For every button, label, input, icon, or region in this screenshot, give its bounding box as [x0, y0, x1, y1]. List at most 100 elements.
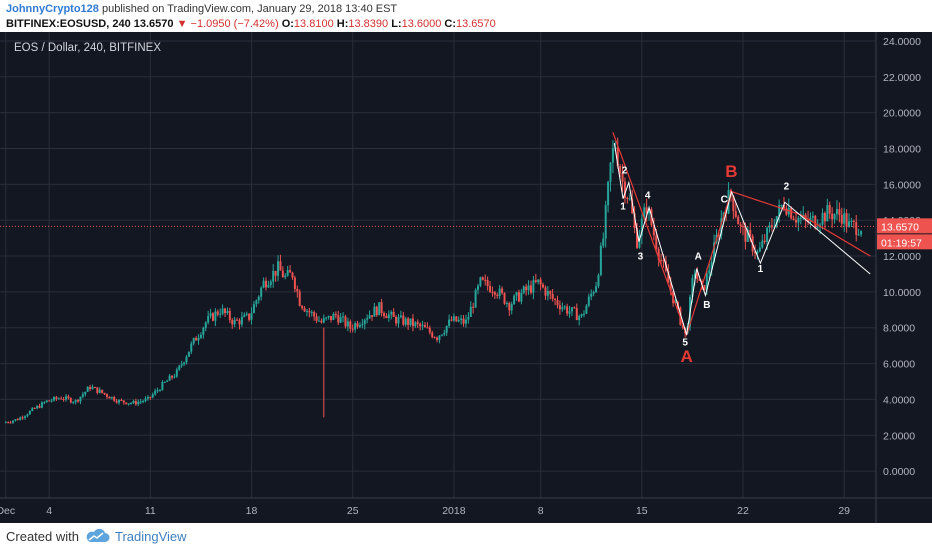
- candle-body: [79, 396, 82, 402]
- candle-body: [337, 315, 340, 323]
- candle-body: [501, 288, 504, 294]
- candle-body: [199, 334, 202, 338]
- candle-body: [587, 296, 590, 306]
- candle-body: [380, 302, 383, 313]
- candle-body: [50, 400, 53, 402]
- candle-body: [409, 318, 412, 326]
- candle-body: [248, 313, 251, 320]
- candle-body: [525, 286, 528, 291]
- y-tick-label: 22.0000: [883, 72, 921, 84]
- candle-body: [558, 305, 561, 310]
- tradingview-cloud-icon: [86, 528, 110, 542]
- candle-body: [510, 304, 513, 311]
- symbol-line: BITFINEX:EOSUSD, 240 13.6570 ▼ −1.0950 (…: [6, 18, 496, 30]
- candle-body: [607, 181, 610, 206]
- candle-body: [496, 294, 499, 296]
- candle-body: [190, 343, 193, 352]
- candle-body: [522, 286, 525, 293]
- candle-body: [142, 401, 145, 403]
- candle-body: [67, 396, 70, 399]
- candle-body: [118, 400, 121, 403]
- price-change: −1.0950 (−7.42%): [190, 18, 279, 30]
- wave-label: 3: [638, 252, 644, 263]
- candle-body: [542, 284, 545, 288]
- candle-body: [127, 403, 130, 405]
- candle-body: [60, 398, 63, 400]
- candle-body: [43, 402, 46, 404]
- author-link[interactable]: JohnnyCrypto128: [6, 3, 99, 15]
- low-value: 13.6000: [401, 18, 442, 30]
- candle-body: [619, 166, 622, 174]
- candle-body: [701, 281, 704, 286]
- wave-label: 4: [645, 191, 651, 202]
- candle-body: [782, 205, 785, 209]
- candle-body: [532, 280, 535, 293]
- candle-body: [539, 279, 542, 285]
- candle-body: [448, 319, 451, 326]
- candle-body: [399, 315, 402, 318]
- candle-body: [12, 420, 15, 423]
- candle-body: [780, 205, 783, 207]
- candle-body: [315, 316, 318, 321]
- candle-body: [24, 416, 27, 418]
- candle-body: [144, 398, 147, 402]
- candle-body: [797, 217, 800, 223]
- candle-body: [48, 400, 51, 402]
- candle-body: [585, 305, 588, 314]
- candle-body: [65, 396, 68, 400]
- candle-body: [636, 228, 639, 248]
- price-chart[interactable]: 24.000022.000020.000018.000016.000014.00…: [0, 32, 932, 523]
- tradingview-brand[interactable]: TradingView: [115, 529, 187, 544]
- wave-label: 5: [682, 338, 688, 349]
- candle-body: [233, 319, 236, 325]
- candle-body: [693, 273, 696, 279]
- candle-body: [696, 273, 699, 279]
- candle-body: [498, 288, 501, 296]
- chart-area[interactable]: 24.000022.000020.000018.000016.000014.00…: [0, 32, 932, 523]
- candle-body: [838, 209, 841, 215]
- candle-body: [768, 225, 771, 229]
- candle-body: [669, 282, 672, 291]
- candle-body: [14, 419, 17, 421]
- candle-body: [795, 219, 798, 223]
- candle-body: [296, 288, 299, 292]
- y-tick-label: 18.0000: [883, 144, 921, 156]
- candle-body: [551, 293, 554, 299]
- candle-body: [74, 400, 77, 403]
- candle-body: [513, 295, 516, 305]
- candle-body: [31, 408, 34, 411]
- candle-body: [575, 308, 578, 321]
- candle-body: [298, 291, 301, 306]
- candle-body: [744, 226, 747, 242]
- candle-body: [840, 214, 843, 224]
- candle-body: [7, 422, 10, 424]
- candle-body: [402, 315, 405, 325]
- candle-body: [860, 231, 863, 235]
- candle-body: [108, 396, 111, 399]
- candle-body: [445, 325, 448, 333]
- candle-body: [183, 362, 186, 365]
- candle-body: [472, 306, 475, 308]
- candle-body: [652, 225, 655, 236]
- candle-body: [662, 260, 665, 262]
- candle-body: [703, 285, 706, 291]
- candle-body: [508, 302, 511, 311]
- candle-body: [214, 311, 217, 321]
- symbol-label: BITFINEX:EOSUSD, 240: [6, 18, 131, 30]
- candle-body: [739, 224, 742, 227]
- candle-body: [756, 251, 759, 254]
- candle-body: [149, 396, 152, 398]
- wave-label: A: [695, 252, 702, 263]
- candle-body: [173, 376, 176, 378]
- candle-body: [592, 292, 595, 294]
- candle-body: [807, 219, 810, 223]
- candle-body: [279, 261, 282, 271]
- candle-body: [168, 375, 171, 381]
- candle-body: [146, 396, 149, 399]
- candle-body: [178, 365, 181, 370]
- candle-body: [101, 389, 104, 393]
- candle-body: [428, 327, 431, 333]
- x-tick-label: 22: [737, 505, 749, 517]
- candle-body: [219, 313, 222, 315]
- y-tick-label: 16.0000: [883, 179, 921, 191]
